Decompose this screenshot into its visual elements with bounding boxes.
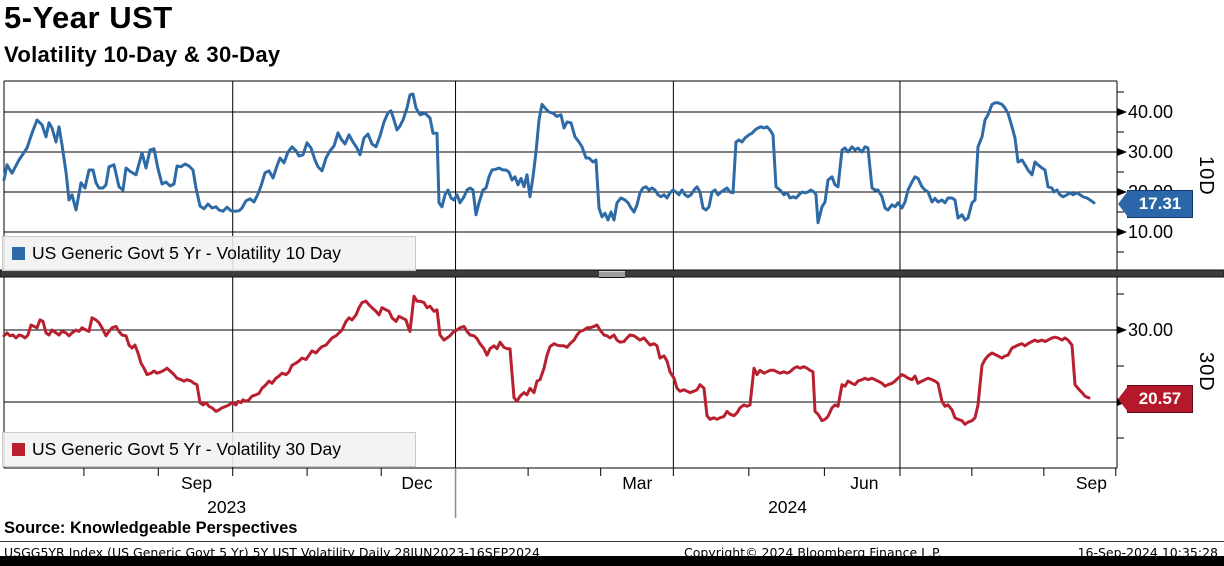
legend-swatch-blue-icon: [12, 247, 25, 260]
x-axis-month-label: Dec: [401, 473, 433, 493]
x-axis-month-label: Sep: [1075, 473, 1107, 493]
y-tick-label-10d: 30.00: [1128, 142, 1174, 162]
y-axis-title-10d: 10D: [1195, 156, 1217, 196]
y-axis-title-30d: 30D: [1195, 352, 1217, 392]
legend-volatility-30-day[interactable]: US Generic Govt 5 Yr - Volatility 30 Day: [2, 432, 416, 467]
axis-arrow-tick: [1117, 108, 1127, 116]
x-axis-month-label: Mar: [622, 473, 653, 493]
axis-arrow-tick: [1117, 228, 1127, 236]
footer-divider: [0, 541, 1224, 542]
y-tick-label-30d: 30.00: [1128, 320, 1174, 340]
legend-label-10-day: US Generic Govt 5 Yr - Volatility 10 Day: [32, 243, 341, 263]
axis-arrow-tick: [1117, 326, 1127, 334]
legend-label-30-day: US Generic Govt 5 Yr - Volatility 30 Day: [32, 439, 341, 459]
page-subtitle: Volatility 10-Day & 30-Day: [4, 42, 281, 67]
y-tick-label-10d: 10.00: [1128, 222, 1174, 242]
page-title: 5-Year UST: [4, 0, 173, 35]
y-tick-label-10d: 40.00: [1128, 102, 1174, 122]
bottom-black-bar: [0, 556, 1224, 566]
panel-resize-handle[interactable]: [599, 271, 625, 278]
legend-swatch-red-icon: [12, 443, 25, 456]
series-line: [2, 294, 1091, 426]
x-axis-month-label: Jun: [850, 473, 879, 493]
x-axis-month-label: Sep: [180, 473, 213, 493]
axis-arrow-tick: [1117, 148, 1127, 156]
x-axis-year-label: 2024: [768, 497, 808, 517]
last-value-badge-10d: 17.31: [1118, 190, 1193, 218]
series-line: [2, 92, 1096, 225]
last-value-badge-30d: 20.57: [1118, 385, 1193, 413]
x-axis-year-label: 2023: [207, 497, 247, 517]
legend-volatility-10-day[interactable]: US Generic Govt 5 Yr - Volatility 10 Day: [2, 236, 416, 271]
source-text: Source: Knowledgeable Perspectives: [4, 519, 298, 537]
